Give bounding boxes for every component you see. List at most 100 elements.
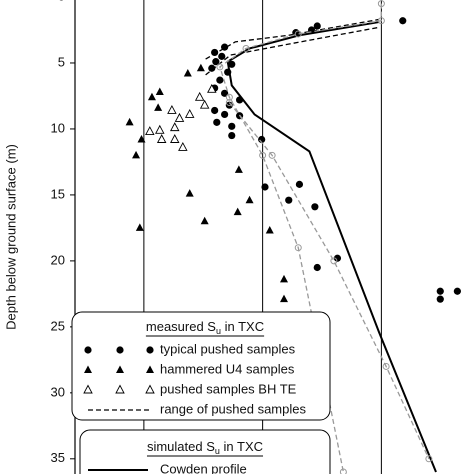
point [453, 287, 461, 295]
point [285, 196, 293, 204]
point [145, 126, 155, 136]
point [225, 99, 233, 107]
legend-label: pushed samples BH TE [160, 381, 297, 396]
point [280, 294, 288, 303]
legend-title-part: u [216, 326, 221, 336]
legend-title-part: u [215, 446, 220, 456]
point [132, 150, 141, 159]
point [170, 122, 180, 132]
point [211, 48, 219, 57]
point [258, 135, 266, 144]
legend-label: typical pushed samples [160, 341, 296, 356]
point [233, 207, 242, 216]
point [333, 254, 342, 262]
point [174, 112, 185, 122]
point [196, 63, 205, 72]
point [425, 455, 433, 463]
point [225, 93, 233, 101]
point [280, 274, 288, 283]
point [83, 384, 93, 394]
point [213, 118, 221, 126]
legend-title: simulated Su in TXC [147, 439, 263, 456]
y-tick-label: 0 [58, 0, 65, 3]
point [200, 216, 209, 225]
point [137, 135, 146, 143]
point [154, 103, 163, 111]
line [219, 3, 383, 473]
point [311, 203, 319, 211]
y-tick-label: 30 [51, 384, 65, 399]
point [207, 83, 217, 93]
point [221, 110, 229, 119]
point [84, 365, 92, 373]
point [199, 99, 210, 109]
point [242, 44, 250, 52]
point [183, 69, 192, 77]
legend-label: Cowden profile [160, 461, 247, 474]
point [259, 151, 267, 159]
legend-title-part: in TXC [220, 439, 263, 454]
point [146, 346, 154, 354]
legend-title: measured Su in TXC [146, 319, 264, 336]
legend-box [71, 311, 331, 421]
point [228, 131, 236, 140]
y-tick-label: 25 [51, 318, 65, 333]
point [145, 384, 155, 394]
point [170, 134, 180, 143]
point [382, 362, 390, 370]
point [135, 223, 144, 231]
y-tick-label: 10 [51, 120, 65, 135]
legend-title-part: in TXC [221, 319, 264, 334]
point [436, 287, 444, 295]
point [221, 89, 229, 97]
legend-label: range of pushed samples [160, 401, 306, 416]
point [261, 183, 269, 191]
point [147, 92, 156, 101]
point [208, 64, 216, 72]
point [125, 117, 134, 126]
point [377, 0, 385, 8]
legend-title-part: measured S [146, 319, 216, 334]
point [116, 365, 124, 373]
point [234, 165, 243, 173]
point [211, 106, 219, 115]
line [226, 21, 437, 473]
point [218, 52, 226, 60]
point [178, 141, 188, 151]
point [377, 17, 385, 25]
point [313, 263, 321, 272]
point [436, 295, 444, 303]
point [245, 195, 254, 204]
point [155, 87, 164, 95]
legend-label: hammered U4 samples [160, 361, 295, 376]
point [212, 58, 220, 66]
point [216, 76, 224, 84]
legend-title-part: simulated S [147, 439, 215, 454]
point [116, 346, 124, 354]
point [155, 124, 165, 134]
point [294, 244, 302, 252]
point [146, 365, 154, 373]
point [313, 22, 321, 30]
point [295, 180, 304, 188]
point [184, 108, 195, 118]
point [228, 60, 236, 68]
point [84, 346, 92, 354]
point [330, 257, 338, 265]
point [194, 91, 205, 101]
y-tick-label: 5 [58, 54, 65, 69]
point [156, 134, 167, 143]
y-tick-label: 35 [51, 450, 65, 465]
point [216, 63, 224, 71]
point [115, 384, 125, 394]
point [185, 189, 194, 197]
point [268, 151, 276, 159]
point [265, 226, 274, 234]
y-axis-label: Depth below ground surface (m) [3, 144, 18, 330]
line [205, 18, 380, 60]
y-tick-label: 20 [51, 252, 65, 267]
y-tick-label: 15 [51, 186, 65, 201]
point [228, 122, 236, 130]
point [294, 30, 302, 38]
